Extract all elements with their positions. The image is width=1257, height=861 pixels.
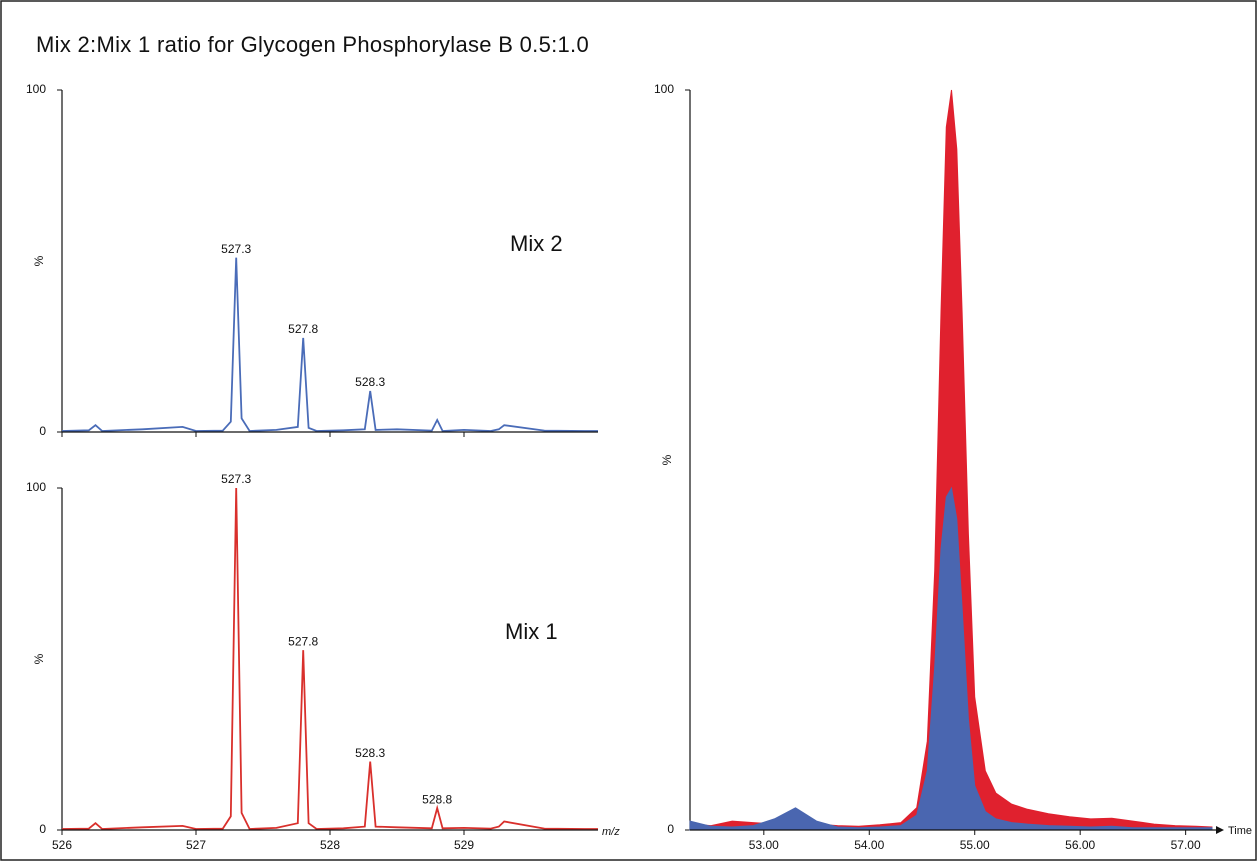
spectrum-line bbox=[61, 257, 598, 432]
peak-label: 527.3 bbox=[221, 472, 251, 486]
x-tick-label: 54.00 bbox=[854, 838, 884, 852]
x-axis-label: Time bbox=[1228, 825, 1252, 837]
y-tick-label: 0 bbox=[667, 822, 674, 836]
peak-label: 528.8 bbox=[422, 792, 452, 806]
x-tick-label: 56.00 bbox=[1065, 838, 1095, 852]
series-label: Mix 1 bbox=[505, 619, 558, 644]
x-tick-label: 527 bbox=[186, 838, 206, 852]
figure-title: Mix 2:Mix 1 ratio for Glycogen Phosphory… bbox=[36, 32, 589, 57]
x-tick-label: 529 bbox=[454, 838, 474, 852]
peak-label: 528.3 bbox=[355, 746, 385, 760]
y-tick-label: 100 bbox=[26, 82, 46, 96]
x-tick-label: 55.00 bbox=[960, 838, 990, 852]
y-tick-label: 100 bbox=[26, 480, 46, 494]
y-tick-label: 100 bbox=[654, 82, 674, 96]
x-tick-label: 526 bbox=[52, 838, 72, 852]
peak-label: 527.3 bbox=[221, 242, 251, 256]
y-tick-label: 0 bbox=[39, 424, 46, 438]
x-tick-label: 53.00 bbox=[749, 838, 779, 852]
chromatogram-area bbox=[689, 486, 1213, 831]
y-axis-label: % bbox=[32, 653, 46, 664]
series-label: Mix 2 bbox=[510, 231, 563, 256]
x-tick-label: 57.00 bbox=[1171, 838, 1201, 852]
y-tick-label: 0 bbox=[39, 822, 46, 836]
peak-label: 527.8 bbox=[288, 634, 318, 648]
peak-label: 528.3 bbox=[355, 375, 385, 389]
x-axis-label: m/z bbox=[602, 826, 620, 838]
peak-label: 527.8 bbox=[288, 322, 318, 336]
y-axis-label: % bbox=[32, 255, 46, 266]
axis-arrow bbox=[1216, 826, 1224, 834]
y-axis-label: % bbox=[660, 454, 674, 465]
spectrum-line bbox=[61, 487, 598, 830]
x-tick-label: 528 bbox=[320, 838, 340, 852]
